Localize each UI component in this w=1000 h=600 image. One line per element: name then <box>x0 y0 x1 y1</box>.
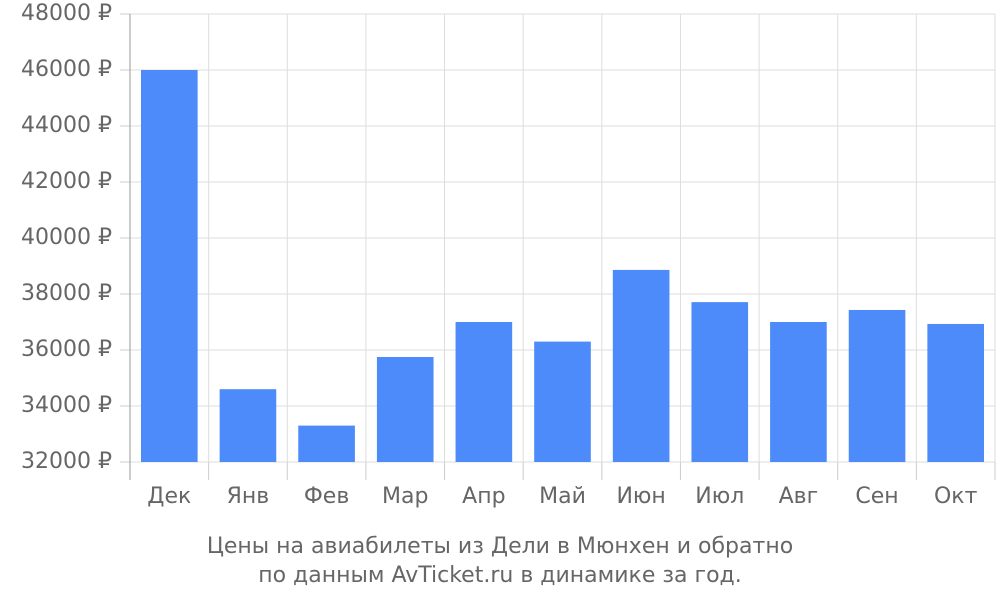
bar <box>219 389 277 462</box>
y-tick-label: 40000 ₽ <box>21 225 112 250</box>
y-tick-label: 32000 ₽ <box>21 449 112 474</box>
x-tick-label: Авг <box>779 484 819 509</box>
x-tick-label: Июн <box>616 484 665 509</box>
y-tick-label: 46000 ₽ <box>21 57 112 82</box>
x-tick-label: Сен <box>855 484 898 509</box>
x-tick-label: Июл <box>695 484 744 509</box>
bar <box>770 322 827 462</box>
bar <box>298 425 355 462</box>
bar <box>455 322 513 462</box>
y-tick-label: 42000 ₽ <box>21 169 112 194</box>
bar <box>691 302 749 462</box>
bar <box>534 341 591 462</box>
x-tick-label: Окт <box>934 484 978 509</box>
bar <box>927 323 984 462</box>
y-tick-label: 44000 ₽ <box>21 113 112 138</box>
x-tick-label: Фев <box>304 484 349 509</box>
x-tick-label: Дек <box>147 484 191 509</box>
y-tick-label: 36000 ₽ <box>21 337 112 362</box>
caption-line: по данным AvTicket.ru в динамике за год. <box>258 563 742 588</box>
bar <box>141 70 198 462</box>
bar <box>612 269 670 462</box>
caption-line: Цены на авиабилеты из Дели в Мюнхен и об… <box>207 534 793 559</box>
x-tick-label: Мар <box>382 484 428 509</box>
bar <box>848 309 906 462</box>
bar <box>376 357 434 462</box>
y-tick-label: 34000 ₽ <box>21 393 112 418</box>
x-tick-label: Янв <box>227 484 270 509</box>
y-tick-label: 38000 ₽ <box>21 281 112 306</box>
y-tick-label: 48000 ₽ <box>21 1 112 26</box>
x-tick-label: Апр <box>462 484 505 509</box>
x-tick-label: Май <box>539 484 586 509</box>
